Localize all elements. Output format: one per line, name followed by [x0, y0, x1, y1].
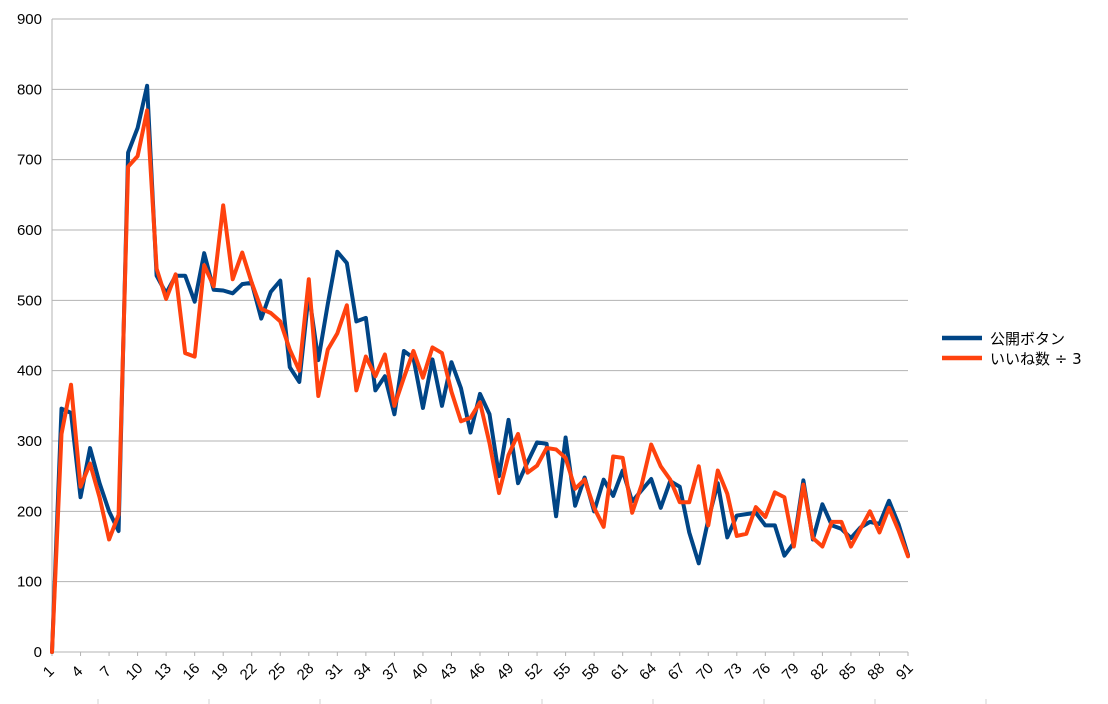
y-tick-label: 400	[17, 363, 42, 380]
legend-label-series-1: 公開ボタン	[990, 330, 1065, 348]
x-tick-label: 58	[579, 660, 603, 684]
x-tick-label: 88	[864, 660, 888, 684]
x-tick-label: 19	[208, 660, 232, 684]
series-lines	[50, 83, 910, 654]
y-tick-label: 300	[17, 433, 42, 450]
x-axis: 1 4 7 10 13 16 19 22 25 28 31 34 37 40 43 46 49 52 55 58 61 6…	[40, 651, 987, 704]
y-tick-label: 700	[17, 152, 42, 169]
x-tick-label: 25	[265, 660, 289, 684]
y-tick-label: 600	[17, 222, 42, 239]
x-tick-label: 43	[436, 660, 460, 684]
x-tick-label: 91	[893, 660, 917, 684]
x-tick-label: 64	[636, 660, 660, 684]
x-tick-label: 67	[665, 660, 689, 684]
x-tick-label: 73	[722, 660, 746, 684]
y-tick-label: 0	[34, 644, 42, 661]
x-tick-label: 22	[237, 660, 261, 684]
legend-label-series-2: いいね数 ÷ 3	[990, 350, 1082, 368]
x-tick-label: 10	[123, 660, 147, 684]
y-tick-label: 900	[17, 11, 42, 28]
x-tick-label: 55	[551, 660, 575, 684]
y-tick-label: 500	[17, 292, 42, 309]
x-tick-label: 4	[68, 663, 86, 681]
x-tick-label: 40	[408, 660, 432, 684]
x-tick-label: 70	[693, 660, 717, 684]
x-tick-label: 52	[522, 660, 546, 684]
x-tick-label: 37	[379, 660, 403, 684]
x-tick-label: 79	[779, 660, 803, 684]
x-tick-label: 1	[40, 663, 58, 681]
x-tick-label: 85	[836, 660, 860, 684]
x-tick-label: 34	[351, 660, 375, 684]
x-tick-label: 76	[750, 660, 774, 684]
y-tick-label: 100	[17, 574, 42, 591]
y-tick-label: 200	[17, 503, 42, 520]
x-tick-label: 49	[493, 660, 517, 684]
legend: 公開ボタン いいね数 ÷ 3	[942, 330, 1082, 368]
x-tick-label: 7	[97, 663, 115, 681]
y-axis: 0 100 200 300 400 500 600 700 800 900	[17, 11, 53, 661]
y-tick-label: 800	[17, 81, 42, 98]
x-tick-label: 13	[151, 660, 175, 684]
series-line-1	[50, 83, 910, 654]
x-tick-label: 46	[465, 660, 489, 684]
x-tick-label: 61	[608, 660, 632, 684]
gridlines	[52, 18, 908, 653]
x-tick-label: 28	[294, 660, 318, 684]
x-tick-label: 82	[807, 660, 831, 684]
series-line-2	[50, 108, 910, 654]
x-tick-label: 31	[322, 660, 346, 684]
x-tick-label: 16	[180, 660, 204, 684]
